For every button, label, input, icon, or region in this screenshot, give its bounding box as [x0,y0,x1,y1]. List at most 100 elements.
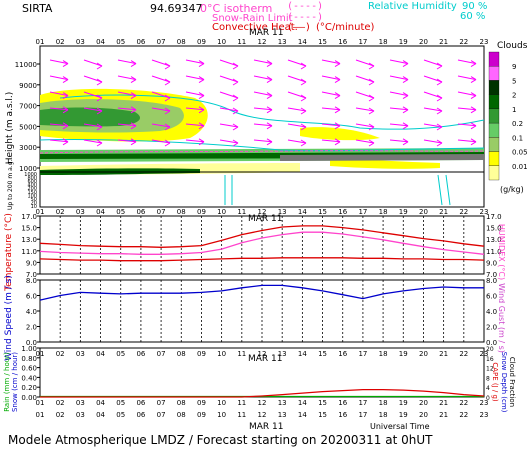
panel1-bottom-tick-label: 21 [439,208,448,216]
panel1-ylabel-low: Up to 200 m a.g.l. [7,156,14,210]
cloud-colorbar-label: 2 [512,92,516,100]
panel1-bottom-tick-label: 12 [258,208,267,216]
cloud-colorbar-swatch [488,80,500,95]
wind-arrow-head [436,78,443,86]
panel1-ytick-lower: 200 [27,186,37,192]
panel3-ytick-right: 0.0 [486,339,497,347]
wind-arrow-head [300,123,307,131]
xaxis-tick-label: 19 [399,411,408,419]
panel4-bottom-tick-label: 06 [136,399,145,407]
panel1-ytick-upper: 3000 [19,144,37,152]
panel4-ytick-right: 8 [486,375,490,382]
panel4-ytick-right: 0 [486,395,490,402]
wind-arrow-shaft [287,59,307,67]
cloud-colorbar-title: Clouds [497,41,528,51]
wind-arrow-shaft [321,91,341,97]
panel1-bottom-tick-label: 18 [379,208,388,216]
panel2-series-temperature-low [39,257,485,262]
panel1-top-tick-label: 05 [116,38,125,46]
panel4-date: MAR 11 [248,354,283,364]
panel4-top-tick-label: 19 [399,350,408,358]
wind-arrow-shaft [49,91,69,97]
panel2-ytick-right: 15.0 [486,225,502,233]
wind-arrow-head [130,106,137,114]
wind-arrow-shaft [49,75,69,81]
wind-arrow-shaft [253,107,273,111]
panel1-bottom-tick-label: 20 [419,208,428,216]
legend-rh-90: 90 % [462,1,487,12]
wind-arrow-shaft [389,107,409,111]
cloud-colorbar-swatch [488,137,500,152]
wind-arrow-shaft [457,107,477,111]
panel1-top-tick-label: 16 [338,38,347,46]
panel1-top-tick-label: 12 [258,38,267,46]
wind-arrow-shaft [49,139,69,143]
panel4-ytick-label: 0.20 [21,384,37,392]
panel4-ytick-label: 0.80 [21,355,37,363]
wind-arrow-shaft [389,59,409,65]
panel3-ytick-right: 6.0 [486,293,497,301]
panel4-bottom-tick-label: 08 [177,399,186,407]
panel1-top-tick-label: 20 [419,38,428,46]
wind-arrow-head [402,60,409,68]
wind-arrow-head [62,92,69,100]
wind-arrow-head [300,139,307,147]
wind-arrow-shaft [321,139,341,143]
wind-arrow-head [198,122,205,130]
panel1-top-tick-label: 11 [237,38,246,46]
panel1-bottom-tick-label: 03 [76,208,85,216]
panel2-series-temperature [39,225,485,248]
rh-contour-2 [39,138,485,152]
panel4-top-tick-label: 11 [237,350,246,358]
wind-arrow-shaft [457,123,477,127]
panel1-top-tick-label: 06 [136,38,145,46]
rh-contour-1 [59,94,485,130]
xaxis-tick-label: 11 [237,411,246,419]
panel1-bottom-tick-label: 14 [298,208,307,216]
panel4-bottom-tick-label: 14 [298,399,307,407]
xaxis-tick-label: 22 [459,411,468,419]
panel1-bottom-tick-label: 22 [459,208,468,216]
wind-arrow-shaft [83,107,103,112]
wind-arrow-head [130,76,137,84]
panel1-bottom-tick-label: 05 [116,208,125,216]
wind-arrow-head [334,122,341,130]
panel2-ytick-right: 17.0 [486,213,502,221]
wind-arrow-shaft [423,139,443,144]
wind-arrow-shaft [185,75,205,81]
wind-arrow-shaft [423,107,443,112]
wind-arrow-shaft [389,91,409,97]
wind-arrow-shaft [457,139,477,143]
wind-arrow-head [62,138,69,146]
station-coords: 94.69347 [150,2,203,15]
legend-rh-60: 60 % [460,11,485,22]
panel4-bottom-tick-label: 04 [96,399,105,407]
panel4-top-tick-label: 20 [419,350,428,358]
wind-arrow-shaft [151,123,171,128]
cloud-field-upper-3 [40,107,140,127]
panel4-top-tick-label: 14 [298,350,307,358]
panel1-ytick-lower: 50 [31,197,37,203]
panel3-ytick-label: 6.0 [26,293,37,301]
panel1-top-tick-label: 17 [358,38,367,46]
wind-arrow-shaft [389,123,409,127]
panel4-bottom-tick-label: 02 [56,399,65,407]
panel4-ylabel-cloudfrac: Cloud Fraction [508,357,516,407]
wind-arrow-head [96,123,103,131]
panel1-top-tick-label: 15 [318,38,327,46]
panel4-top-tick-label: 09 [197,350,206,358]
wind-arrow-head [164,107,171,115]
legend-rh: Relative Humidity [368,1,457,12]
wind-arrow-shaft [321,75,341,81]
wind-arrow-head [266,60,273,68]
panel4-top-tick-label: 18 [379,350,388,358]
wind-arrow-head [232,139,239,147]
cloud-field-mid [300,127,380,141]
wind-arrow-shaft [117,123,137,127]
wind-arrow-shaft [389,139,409,143]
panel4-bottom-tick-label: 01 [36,399,45,407]
panel1-ytick-upper: 11000 [15,61,37,69]
wind-arrow-shaft [49,123,69,127]
panel1-ytick-lower: 800 [27,176,37,182]
panel2-ytick-right: 7.0 [486,271,497,279]
